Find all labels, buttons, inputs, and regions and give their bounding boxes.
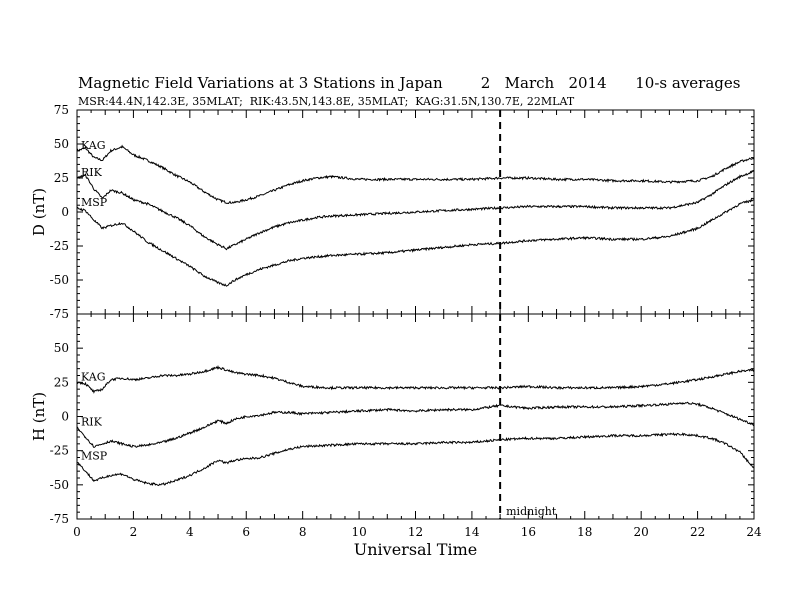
x-tick-label: 14 xyxy=(464,525,480,539)
x-axis-label: Universal Time xyxy=(354,540,477,559)
y-tick-label: 25 xyxy=(54,375,69,389)
series-label-rik: RIK xyxy=(81,166,103,179)
y-tick-label: 50 xyxy=(54,137,69,151)
plot-frame xyxy=(76,313,755,520)
series-line-msp xyxy=(77,198,755,287)
y-tick-label: 0 xyxy=(61,410,69,424)
chart-subtitle: MSR:44.4N,142.3E, 35MLAT; RIK:43.5N,143.… xyxy=(78,95,575,108)
y-tick-label: -50 xyxy=(50,478,69,492)
series-label-kag: KAG xyxy=(81,370,106,383)
x-tick-label: 4 xyxy=(186,525,194,539)
series-line-kag xyxy=(77,364,755,394)
x-tick-label: 22 xyxy=(690,525,705,539)
series-label-kag: KAG xyxy=(81,139,106,152)
y-tick-label: -75 xyxy=(50,512,69,526)
x-tick-label: 16 xyxy=(521,525,536,539)
y-tick-label: -25 xyxy=(50,444,69,458)
y-tick-label: -50 xyxy=(50,273,69,287)
y-tick-label: 25 xyxy=(54,171,69,185)
x-tick-label: 20 xyxy=(634,525,649,539)
chart-title: Magnetic Field Variations at 3 Stations … xyxy=(78,74,741,92)
y-tick-label: 50 xyxy=(54,341,69,355)
series-label-msp: MSP xyxy=(81,450,108,463)
series-line-rik xyxy=(76,170,755,251)
series-label-rik: RIK xyxy=(81,415,103,428)
x-tick-label: 18 xyxy=(577,525,592,539)
y-axis-label: D (nT) xyxy=(30,188,48,236)
x-tick-label: 6 xyxy=(242,525,250,539)
series-line-rik xyxy=(76,401,755,448)
x-tick-label: 10 xyxy=(351,525,366,539)
x-tick-label: 8 xyxy=(299,525,307,539)
y-tick-label: -25 xyxy=(50,239,69,253)
x-tick-label: 2 xyxy=(130,525,138,539)
midnight-label: midnight xyxy=(506,505,557,518)
d-panel: 75 50 25 0 -25 -50 -75 D (nT) KAG RIK MSP xyxy=(30,103,755,321)
y-tick-label: 0 xyxy=(61,205,69,219)
x-tick-label: 12 xyxy=(408,525,423,539)
series-label-msp: MSP xyxy=(81,196,108,209)
series-line-msp xyxy=(76,432,755,487)
series-line-kag xyxy=(76,144,755,205)
y-axis-label: H (nT) xyxy=(30,392,48,441)
y-tick-label: 75 xyxy=(54,103,69,117)
x-tick-label: 0 xyxy=(73,525,81,539)
y-tick-label: -75 xyxy=(50,307,69,321)
x-tick-label: 24 xyxy=(746,525,762,539)
